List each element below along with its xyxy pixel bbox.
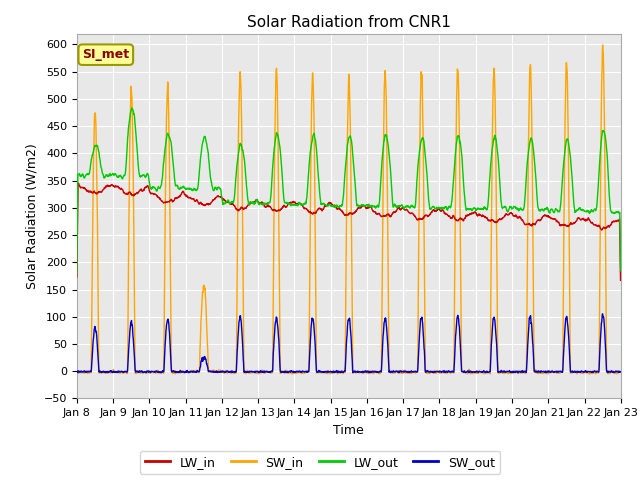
Text: SI_met: SI_met (82, 48, 129, 61)
X-axis label: Time: Time (333, 424, 364, 437)
Y-axis label: Solar Radiation (W/m2): Solar Radiation (W/m2) (25, 143, 38, 289)
Legend: LW_in, SW_in, LW_out, SW_out: LW_in, SW_in, LW_out, SW_out (140, 451, 500, 474)
Title: Solar Radiation from CNR1: Solar Radiation from CNR1 (247, 15, 451, 30)
